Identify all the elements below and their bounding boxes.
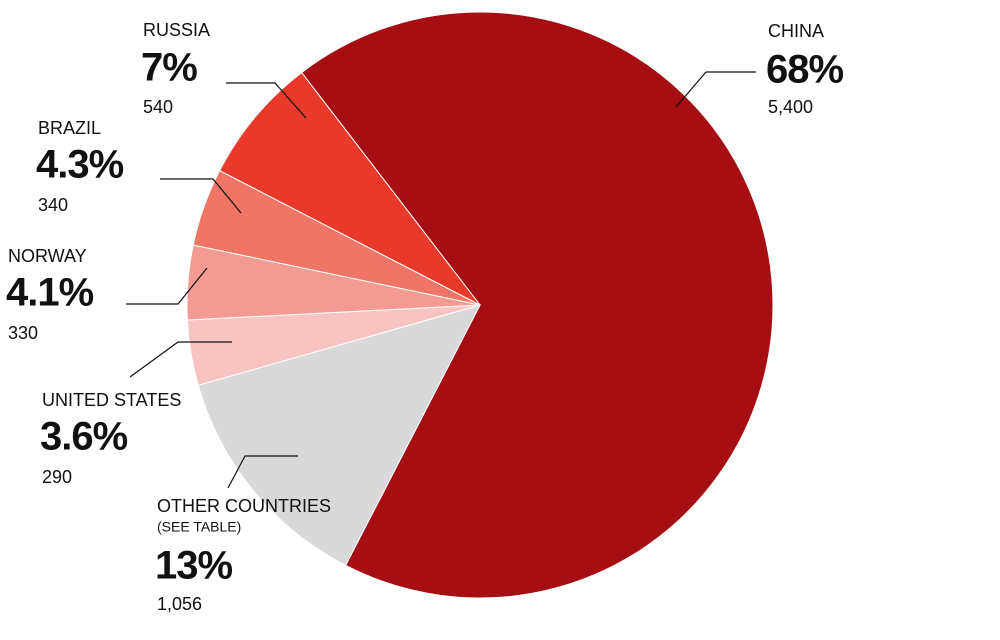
count-label: 5,400 — [768, 97, 813, 117]
value-label: 68% — [766, 48, 843, 92]
count-label: 340 — [38, 195, 68, 215]
leader-line — [675, 71, 756, 108]
count-label: 540 — [143, 97, 173, 117]
value-label: 7% — [141, 46, 197, 90]
slice-label: RUSSIA — [143, 20, 210, 40]
slice-label: OTHER COUNTRIES — [157, 496, 331, 516]
count-label: 330 — [8, 323, 38, 343]
value-label: 3.6% — [40, 415, 128, 459]
leader-line — [226, 82, 307, 119]
leader-line — [160, 178, 242, 214]
pie-slice — [218, 71, 481, 306]
slice-note: (SEE TABLE) — [157, 519, 241, 535]
slice-label: UNITED STATES — [42, 390, 181, 410]
leader-line — [227, 455, 298, 489]
count-label: 1,056 — [157, 594, 202, 614]
pie-slice — [300, 11, 774, 599]
pie-slice — [197, 304, 481, 567]
leader-line — [126, 267, 208, 305]
slice-label: CHINA — [768, 21, 824, 41]
value-label: 13% — [155, 544, 232, 588]
count-label: 290 — [42, 467, 72, 487]
leader-line — [129, 341, 232, 378]
slice-label: NORWAY — [8, 246, 87, 266]
value-label: 4.3% — [36, 143, 124, 187]
slice-label: BRAZIL — [38, 118, 101, 138]
value-label: 4.1% — [6, 271, 94, 315]
